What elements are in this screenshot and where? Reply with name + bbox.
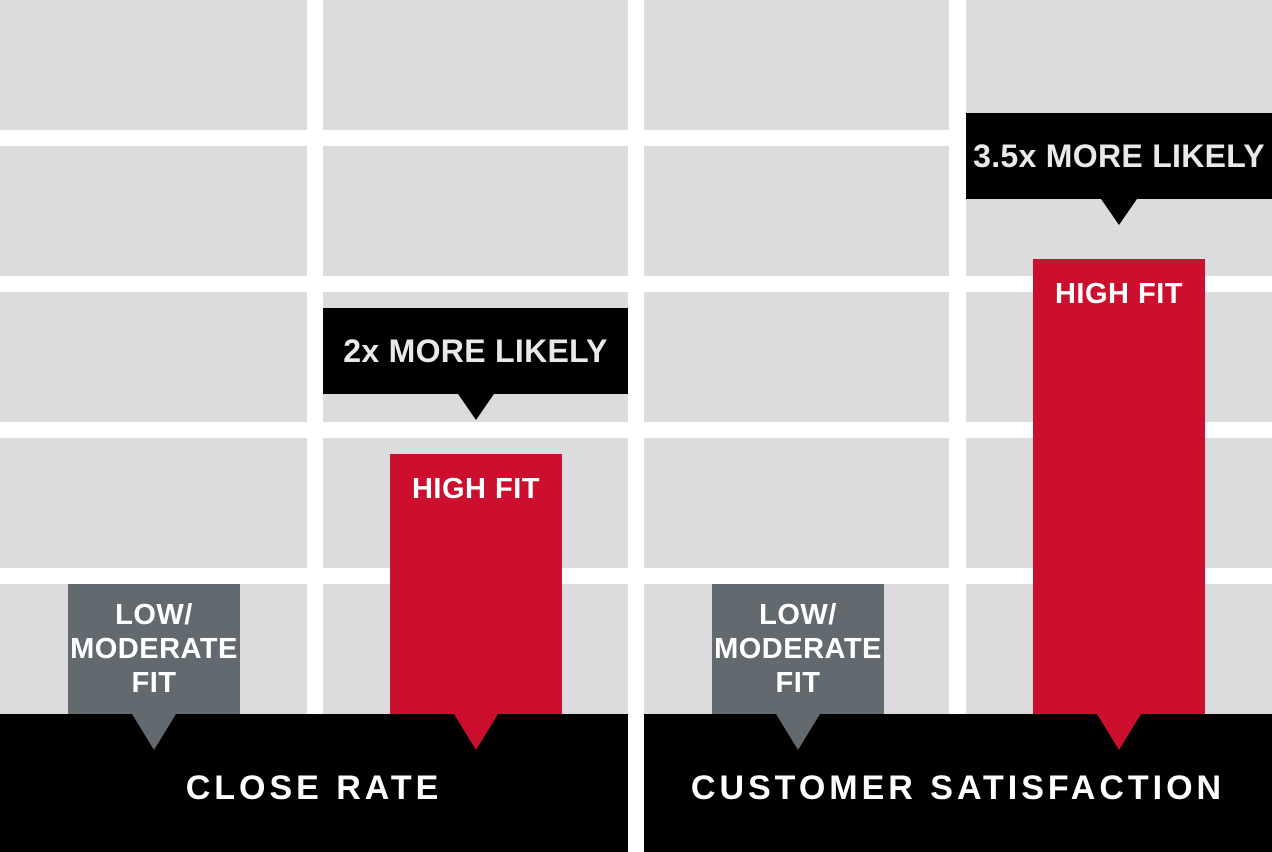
callout-close-rate: 2x MORE LIKELY <box>323 308 628 394</box>
grid-cell <box>0 0 307 130</box>
grid-cell <box>0 146 307 276</box>
grid-cell <box>644 146 949 276</box>
bar-label-high-fit: HIGH FIT <box>1054 278 1184 310</box>
bar-label-low-moderate-fit: LOW/ MODERATE FIT <box>70 599 238 699</box>
grid-cell <box>966 0 1272 130</box>
chart-title-customer-satisfaction: CUSTOMER SATISFACTION <box>690 769 1226 807</box>
chart-title-customer-satisfaction-band: CUSTOMER SATISFACTION <box>644 714 1272 852</box>
bar-close-rate-high-fit: HIGH FIT <box>390 454 562 714</box>
chart-title-close-rate-band: CLOSE RATE <box>0 714 628 852</box>
grid-cell <box>644 438 949 568</box>
grid-cell <box>323 146 628 276</box>
callout-pointer-icon <box>458 394 494 420</box>
grid-cell <box>0 438 307 568</box>
grid-cell <box>323 0 628 130</box>
grid-cell <box>644 292 949 422</box>
callout-customer-satisfaction: 3.5x MORE LIKELY <box>966 113 1272 199</box>
bar-close-rate-low-moderate-fit: LOW/ MODERATE FIT <box>68 584 240 714</box>
bar-label-high-fit: HIGH FIT <box>411 473 541 505</box>
grid-cell <box>644 0 949 130</box>
callout-customer-satisfaction-text: 3.5x MORE LIKELY <box>973 137 1265 174</box>
callout-close-rate-text: 2x MORE LIKELY <box>343 332 608 369</box>
bar-label-low-moderate-fit: LOW/ MODERATE FIT <box>714 599 882 699</box>
callout-pointer-icon <box>1101 199 1137 225</box>
bar-pointer-icon <box>454 714 498 750</box>
chart-title-close-rate: CLOSE RATE <box>185 769 443 807</box>
bar-customer-satisfaction-high-fit: HIGH FIT <box>1033 259 1205 714</box>
bar-pointer-icon <box>776 714 820 750</box>
bar-pointer-icon <box>1097 714 1141 750</box>
grid-cell <box>0 292 307 422</box>
bar-customer-satisfaction-low-moderate-fit: LOW/ MODERATE FIT <box>712 584 884 714</box>
bar-pointer-icon <box>132 714 176 750</box>
